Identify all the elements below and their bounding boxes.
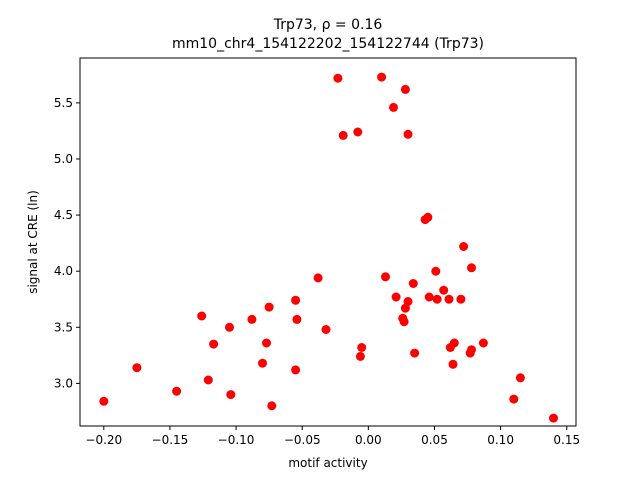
- y-tick-label: 5.5: [54, 96, 73, 110]
- title-line-2: mm10_chr4_154122202_154122744 (Trp73): [172, 36, 484, 52]
- data-point-45: [456, 294, 466, 304]
- data-point-18: [333, 73, 343, 83]
- data-point-13: [291, 295, 301, 305]
- data-point-20: [353, 127, 363, 137]
- title-line-1: Trp73, ρ = 0.16: [273, 17, 383, 33]
- data-point-48: [467, 263, 476, 273]
- plot-frame: [79, 57, 577, 427]
- data-point-8: [247, 314, 257, 324]
- data-point-50: [478, 338, 488, 348]
- y-axis-label: signal at CRE (ln): [26, 190, 40, 294]
- y-axis-ticks: 3.0 3.5 4.0 4.5 5.0 5.5: [54, 96, 80, 390]
- y-tick-label: 3.0: [54, 376, 73, 390]
- y-tick-label: 5.0: [54, 152, 73, 166]
- data-point-41: [444, 294, 454, 304]
- data-point-14: [292, 314, 302, 324]
- data-point-11: [264, 302, 274, 312]
- data-point-22: [357, 343, 367, 352]
- data-point-29: [400, 84, 410, 94]
- data-point-49: [467, 345, 476, 355]
- data-point-12: [267, 401, 277, 411]
- data-point-6: [225, 322, 234, 332]
- x-axis-ticks: −0.20 −0.15 −0.10 −0.05 0.00 0.05 0.10 0.15: [85, 426, 580, 447]
- chart-title: Trp73, ρ = 0.16 mm10_chr4_154122202_1541…: [172, 17, 484, 52]
- data-point-32: [403, 129, 413, 139]
- x-axis-label: motif activity: [288, 456, 367, 470]
- data-point-52: [515, 373, 525, 383]
- data-point-9: [258, 358, 267, 368]
- y-tick-label: 3.5: [54, 320, 73, 334]
- data-point-2: [172, 386, 182, 396]
- data-point-5: [209, 339, 219, 349]
- x-tick-label: 0.15: [553, 433, 580, 447]
- y-tick-label: 4.0: [54, 264, 73, 278]
- data-point-40: [439, 285, 449, 295]
- data-point-10: [262, 338, 271, 348]
- data-point-21: [355, 351, 365, 361]
- data-point-24: [381, 272, 390, 282]
- y-tick-label: 4.5: [54, 208, 73, 222]
- x-tick-label: 0.10: [487, 433, 514, 447]
- data-point-28: [399, 317, 409, 327]
- data-point-16: [313, 273, 323, 283]
- data-point-38: [431, 266, 441, 276]
- x-tick-label: 0.00: [355, 433, 382, 447]
- data-points: [99, 72, 558, 423]
- data-point-4: [203, 375, 213, 385]
- data-point-43: [448, 359, 458, 369]
- data-point-26: [391, 292, 401, 302]
- data-point-15: [291, 365, 301, 375]
- data-point-25: [389, 102, 398, 112]
- data-point-33: [408, 279, 418, 288]
- data-point-19: [338, 130, 348, 140]
- data-point-17: [321, 325, 331, 334]
- x-tick-label: −0.15: [152, 433, 189, 447]
- data-point-51: [509, 394, 519, 404]
- data-point-7: [226, 390, 236, 400]
- data-point-44: [449, 338, 459, 348]
- data-point-23: [377, 72, 387, 82]
- data-point-34: [410, 348, 420, 358]
- data-point-0: [99, 396, 109, 406]
- data-point-39: [432, 294, 442, 304]
- x-tick-label: −0.20: [85, 433, 122, 447]
- data-point-36: [423, 212, 433, 222]
- data-point-37: [424, 292, 434, 302]
- x-tick-label: −0.10: [218, 433, 255, 447]
- x-tick-label: −0.05: [284, 433, 321, 447]
- data-point-53: [549, 413, 558, 423]
- data-point-46: [459, 242, 469, 251]
- data-point-1: [132, 363, 142, 373]
- x-tick-label: 0.05: [421, 433, 448, 447]
- data-point-31: [403, 297, 413, 306]
- data-point-3: [197, 311, 207, 321]
